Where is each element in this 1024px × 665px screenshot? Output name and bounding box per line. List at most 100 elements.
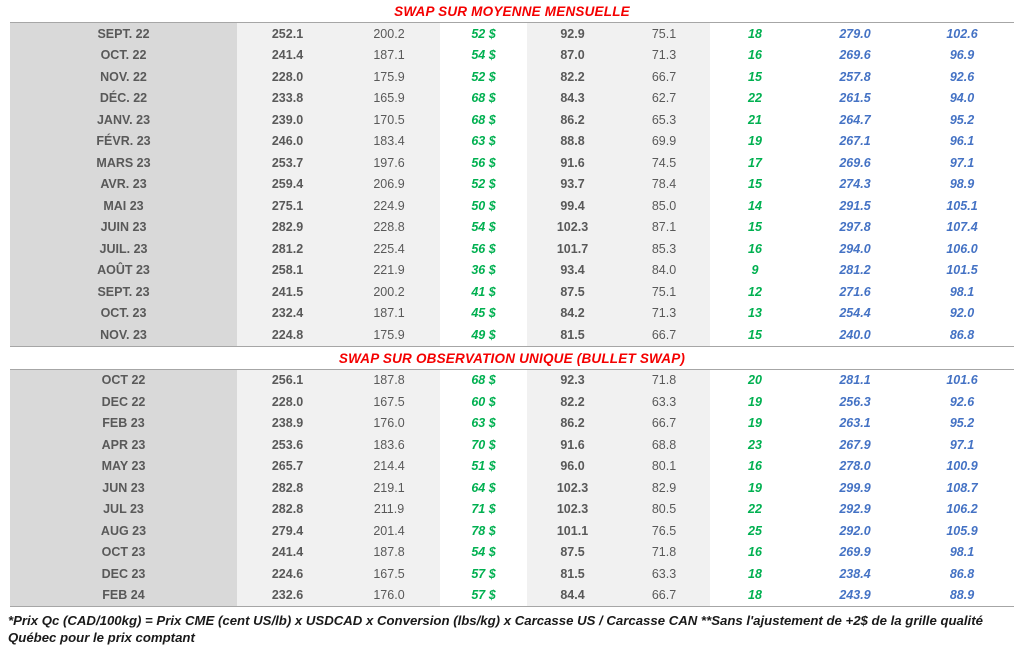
- value-cell: 238.9: [237, 412, 338, 434]
- value-cell: 267.1: [800, 130, 910, 152]
- value-cell: 98.1: [910, 281, 1014, 303]
- value-cell: 278.0: [800, 455, 910, 477]
- value-cell: 165.9: [338, 87, 440, 109]
- value-cell: 101.7: [527, 238, 618, 260]
- value-cell: 99.4: [527, 195, 618, 217]
- value-cell: 102.3: [527, 477, 618, 499]
- month-cell: FÉVR. 23: [10, 130, 237, 152]
- month-cell: JUIN 23: [10, 216, 237, 238]
- value-cell: 257.8: [800, 66, 910, 88]
- table-row: MAI 23 275.1 224.9 50 $99.4 85.0 14 291.5 105.1: [10, 195, 1014, 217]
- value-cell: 18: [710, 23, 800, 45]
- month-cell: JUIL. 23: [10, 238, 237, 260]
- value-cell: 224.6: [237, 563, 338, 585]
- value-cell: 271.6: [800, 281, 910, 303]
- value-cell: 85.0: [618, 195, 710, 217]
- value-cell: 183.6: [338, 434, 440, 456]
- value-cell: 197.6: [338, 152, 440, 174]
- value-cell: 56 $: [440, 238, 527, 260]
- value-cell: 225.4: [338, 238, 440, 260]
- value-cell: 175.9: [338, 324, 440, 346]
- value-cell: 269.6: [800, 44, 910, 66]
- value-cell: 256.3: [800, 391, 910, 413]
- value-cell: 93.7: [527, 173, 618, 195]
- table-row: AVR. 23 259.4 206.9 52 $93.7 78.4 15 274.3 98.9: [10, 173, 1014, 195]
- value-cell: 52 $: [440, 66, 527, 88]
- value-cell: 102.3: [527, 216, 618, 238]
- value-cell: 239.0: [237, 109, 338, 131]
- value-cell: 87.5: [527, 281, 618, 303]
- value-cell: 15: [710, 216, 800, 238]
- value-cell: 206.9: [338, 173, 440, 195]
- table-row: SEPT. 22 252.1 200.2 52 $92.9 75.1 18 279.0 102…: [10, 23, 1014, 45]
- value-cell: 68 $: [440, 369, 527, 391]
- section-title-bullet-swap: SWAP SUR OBSERVATION UNIQUE (BULLET SWAP…: [338, 350, 686, 366]
- value-cell: 95.2: [910, 109, 1014, 131]
- value-cell: 241.4: [237, 541, 338, 563]
- value-cell: 54 $: [440, 541, 527, 563]
- value-cell: 291.5: [800, 195, 910, 217]
- value-cell: 84.3: [527, 87, 618, 109]
- month-cell: DEC 22: [10, 391, 237, 413]
- value-cell: 50 $: [440, 195, 527, 217]
- value-cell: 66.7: [618, 324, 710, 346]
- value-cell: 62.7: [618, 87, 710, 109]
- monthly-average-swap-table: SEPT. 22 252.1 200.2 52 $92.9 75.1 18 279.0 102…: [10, 22, 1014, 347]
- value-cell: 281.2: [800, 259, 910, 281]
- value-cell: 19: [710, 391, 800, 413]
- value-cell: 57 $: [440, 584, 527, 606]
- value-cell: 91.6: [527, 152, 618, 174]
- value-cell: 98.1: [910, 541, 1014, 563]
- table-row: NOV. 23 224.8 175.9 49 $81.5 66.7 15 240.0 86.8: [10, 324, 1014, 346]
- month-cell: MAY 23: [10, 455, 237, 477]
- month-cell: FEB 23: [10, 412, 237, 434]
- value-cell: 85.3: [618, 238, 710, 260]
- month-cell: AUG 23: [10, 520, 237, 542]
- value-cell: 15: [710, 173, 800, 195]
- footnote: *Prix Qc (CAD/100kg) = Prix CME (cent US…: [8, 613, 983, 645]
- value-cell: 176.0: [338, 412, 440, 434]
- month-cell: SEPT. 23: [10, 281, 237, 303]
- value-cell: 258.1: [237, 259, 338, 281]
- month-cell: SEPT. 22: [10, 23, 237, 45]
- value-cell: 92.3: [527, 369, 618, 391]
- value-cell: 105.9: [910, 520, 1014, 542]
- value-cell: 88.9: [910, 584, 1014, 606]
- value-cell: 82.2: [527, 391, 618, 413]
- value-cell: 71.8: [618, 369, 710, 391]
- value-cell: 23: [710, 434, 800, 456]
- value-cell: 96.1: [910, 130, 1014, 152]
- month-cell: MAI 23: [10, 195, 237, 217]
- value-cell: 68 $: [440, 87, 527, 109]
- value-cell: 219.1: [338, 477, 440, 499]
- value-cell: 201.4: [338, 520, 440, 542]
- value-cell: 100.9: [910, 455, 1014, 477]
- table-row: FEB 24 232.6 176.0 57 $84.4 66.7 18 243.9 88.9: [10, 584, 1014, 606]
- value-cell: 238.4: [800, 563, 910, 585]
- table-row: OCT 22 256.1 187.8 68 $92.3 71.8 20 281.1 101.6: [10, 369, 1014, 391]
- value-cell: 221.9: [338, 259, 440, 281]
- value-cell: 200.2: [338, 23, 440, 45]
- value-cell: 252.1: [237, 23, 338, 45]
- value-cell: 81.5: [527, 563, 618, 585]
- value-cell: 187.8: [338, 369, 440, 391]
- value-cell: 22: [710, 87, 800, 109]
- value-cell: 16: [710, 455, 800, 477]
- value-cell: 279.4: [237, 520, 338, 542]
- value-cell: 269.6: [800, 152, 910, 174]
- value-cell: 56 $: [440, 152, 527, 174]
- value-cell: 86.2: [527, 412, 618, 434]
- value-cell: 71.3: [618, 302, 710, 324]
- value-cell: 98.9: [910, 173, 1014, 195]
- value-cell: 64 $: [440, 477, 527, 499]
- value-cell: 176.0: [338, 584, 440, 606]
- value-cell: 187.1: [338, 302, 440, 324]
- value-cell: 101.5: [910, 259, 1014, 281]
- value-cell: 25: [710, 520, 800, 542]
- value-cell: 75.1: [618, 23, 710, 45]
- value-cell: 275.1: [237, 195, 338, 217]
- value-cell: 101.6: [910, 369, 1014, 391]
- value-cell: 71.8: [618, 541, 710, 563]
- value-cell: 82.2: [527, 66, 618, 88]
- value-cell: 57 $: [440, 563, 527, 585]
